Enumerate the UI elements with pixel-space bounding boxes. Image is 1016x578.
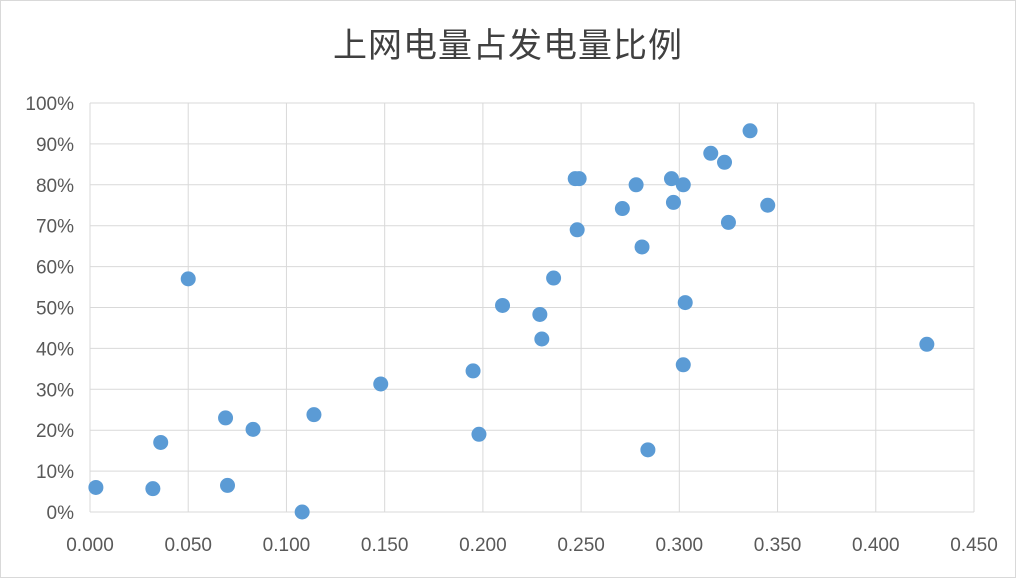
data-point [546,270,562,286]
gridlines [89,102,975,513]
data-point [532,306,548,322]
data-point [717,154,733,170]
y-tick-label: 50% [36,299,74,320]
data-point [703,145,719,161]
data-point [471,426,487,442]
data-point [306,407,322,423]
x-tick-label: 0.450 [950,535,998,556]
y-tick-label: 10% [36,462,74,483]
x-tick-label: 0.150 [361,535,409,556]
y-tick-label: 90% [36,135,74,156]
x-tick-label: 0.400 [852,535,900,556]
data-point [614,201,630,217]
y-tick-label: 60% [36,258,74,279]
data-points [88,123,935,520]
data-point [218,410,234,426]
y-tick-label: 40% [36,339,74,360]
data-point [760,197,776,213]
data-point [220,477,236,493]
data-point [495,297,511,313]
x-tick-label: 0.050 [164,535,212,556]
y-tick-label: 30% [36,380,74,401]
y-axis-tick-labels: 0% 10% 20% 30% 40% 50% 60% 70% 80% 90% 100% [25,94,74,524]
y-tick-label: 0% [47,503,75,524]
data-point [180,271,196,287]
data-point [675,357,691,373]
data-point [663,171,679,187]
data-point [640,442,656,458]
y-tick-label: 80% [36,176,74,197]
x-tick-label: 0.350 [754,535,802,556]
y-tick-label: 70% [36,217,74,238]
x-tick-label: 0.100 [263,535,311,556]
x-tick-label: 0.200 [459,535,507,556]
x-tick-label: 0.300 [656,535,704,556]
data-point [245,421,261,437]
data-point [153,434,169,450]
data-point [675,177,691,193]
x-axis-tick-labels: 0.000 0.050 0.100 0.150 0.200 0.250 0.300 0.350… [66,535,998,556]
data-point [720,214,736,230]
y-tick-label: 100% [25,94,74,115]
data-point [465,363,481,379]
data-point [145,481,161,497]
data-point [571,171,587,187]
data-point [919,336,935,352]
data-point [373,376,389,392]
data-point [742,123,758,139]
data-point [665,194,681,210]
y-tick-label: 20% [36,421,74,442]
data-point [534,331,550,347]
x-tick-label: 0.250 [557,535,605,556]
data-point [634,239,650,255]
data-point [628,177,644,193]
data-point [88,479,104,495]
data-point [294,504,310,520]
data-point [677,295,693,311]
chart-title: 上网电量占发电量比例 [333,26,683,66]
x-tick-label: 0.000 [66,535,114,556]
data-point [569,222,585,238]
